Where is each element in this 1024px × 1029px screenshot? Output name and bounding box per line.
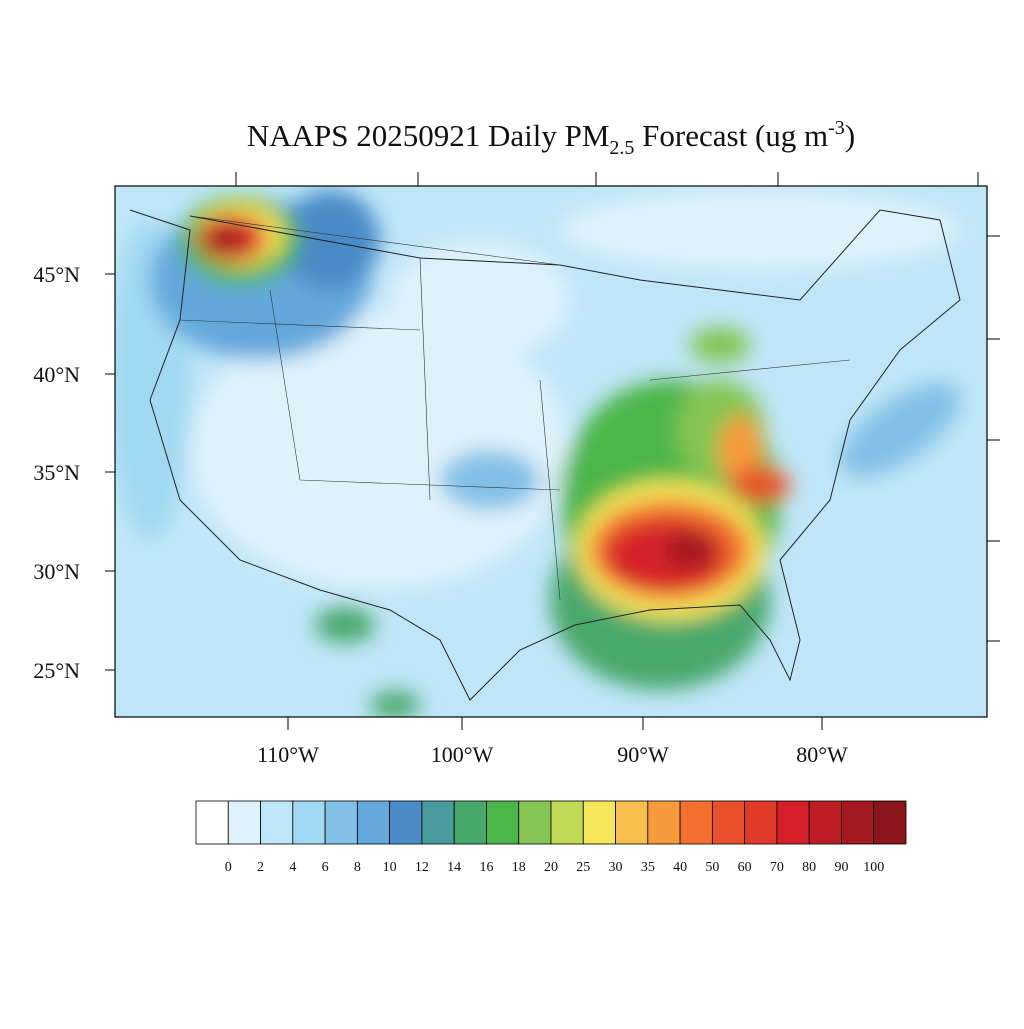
colorbar-label: 90	[834, 860, 848, 875]
colorbar-box	[776, 800, 810, 845]
lon-label: 100°W	[431, 742, 494, 767]
title: NAAPS 20250921 Daily PM2.5 Forecast (ug …	[247, 117, 855, 159]
colorbar-box	[195, 800, 229, 845]
lat-label: 25°N	[33, 658, 80, 683]
colorbar-box	[453, 800, 487, 845]
colorbar-box	[389, 800, 423, 845]
colorbar-box	[582, 800, 616, 845]
title-end: )	[845, 118, 855, 153]
colorbar-label: 70	[770, 860, 784, 875]
colorbar-label: 80	[802, 860, 816, 875]
lon-label: 110°W	[257, 742, 319, 767]
title-main: NAAPS 20250921 Daily PM	[247, 118, 610, 153]
title-mid: Forecast (ug m	[634, 118, 828, 153]
colorbar-label: 40	[673, 860, 687, 875]
colorbar-box	[486, 800, 520, 845]
lat-label: 45°N	[33, 262, 80, 287]
colorbar-box	[227, 800, 261, 845]
colorbar-box	[324, 800, 358, 845]
borders	[179, 215, 851, 601]
colorbar-label: 50	[705, 860, 719, 875]
colorbar-box	[518, 800, 552, 845]
colorbar-label: 6	[322, 860, 329, 875]
colorbar-box	[711, 800, 746, 845]
colorbar-box	[679, 800, 713, 845]
colorbar-box	[260, 800, 294, 845]
colorbar-label: 30	[609, 860, 623, 875]
colorbar-label: 20	[544, 860, 558, 875]
colorbar-label: 10	[383, 860, 397, 875]
lon-label: 90°W	[617, 742, 669, 767]
colorbar-box	[744, 800, 778, 845]
lon-label: 80°W	[796, 742, 848, 767]
colorbar-box	[647, 800, 681, 845]
colorbar-label: 4	[289, 860, 296, 875]
colorbar-label: 18	[512, 860, 526, 875]
colorbar-box	[873, 800, 907, 845]
map-frame	[114, 185, 988, 718]
colorbar-label: 25	[576, 860, 590, 875]
colorbar-label: 100	[863, 860, 884, 875]
colorbar-label: 0	[225, 860, 232, 875]
map-field	[115, 186, 987, 717]
coastline	[129, 209, 961, 701]
colorbar-box	[808, 800, 842, 845]
colorbar-label: 60	[738, 860, 752, 875]
colorbar-label: 8	[354, 860, 361, 875]
colorbar-box	[615, 800, 649, 845]
lat-label: 40°N	[33, 362, 80, 387]
title-sub: 2.5	[609, 137, 634, 159]
colorbar-box	[550, 800, 584, 845]
title-sup: -3	[828, 117, 845, 139]
colorbar-box	[421, 800, 455, 845]
lat-label: 35°N	[33, 460, 80, 485]
plumes	[115, 190, 960, 717]
colorbar-box	[356, 800, 391, 845]
colorbar-label: 12	[415, 860, 429, 875]
colorbar-label: 16	[479, 860, 493, 875]
colorbar-label: 14	[447, 860, 461, 875]
colorbar-label: 35	[641, 860, 655, 875]
colorbar-box	[292, 800, 326, 845]
colorbar-box	[841, 800, 875, 845]
colorbar-label: 2	[257, 860, 264, 875]
colorbar: 0 2 4 6 8 10 12 14 16 18 20 25 30 35 40 50 60 70 80 90 100	[195, 800, 907, 875]
lat-label: 30°N	[33, 559, 80, 584]
